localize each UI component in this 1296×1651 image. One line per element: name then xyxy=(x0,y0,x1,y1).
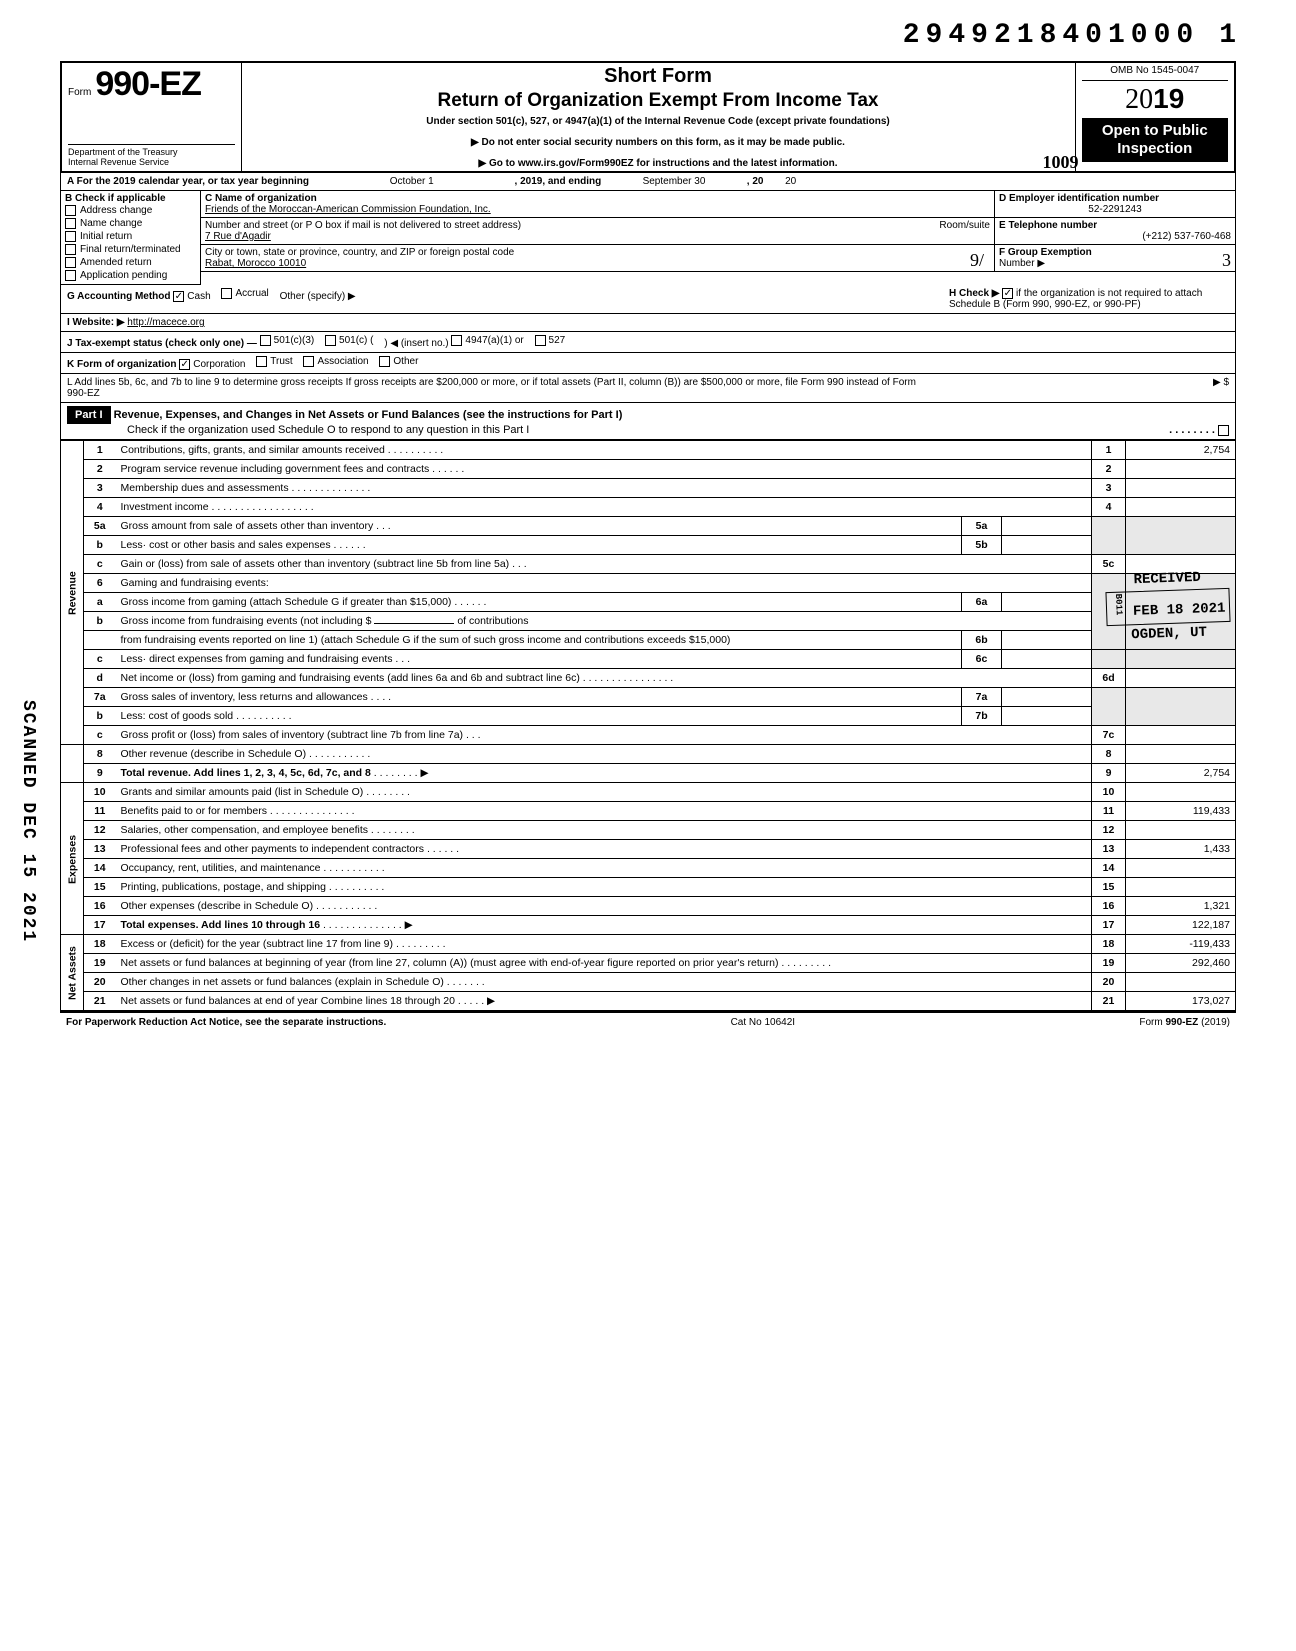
ein-value: 52-2291243 xyxy=(999,204,1231,215)
amt-13: 1,433 xyxy=(1126,840,1236,859)
cb-schedule-o[interactable] xyxy=(1218,425,1229,436)
goto-instructions: ▶ Go to www.irs.gov/Form990EZ for instru… xyxy=(248,158,1069,169)
cb-address-change[interactable]: Address change xyxy=(65,204,196,217)
amt-19: 292,460 xyxy=(1126,954,1236,973)
group-exemption-label: F Group Exemption xyxy=(999,247,1092,258)
cb-final-return[interactable]: Final return/terminated xyxy=(65,243,196,256)
row-i-website: I Website: ▶ http://macece.org xyxy=(60,314,1236,332)
row-g-accounting: G Accounting Method Cash Accrual Other (… xyxy=(60,285,1236,314)
open-to-public: Open to Public Inspection xyxy=(1082,118,1229,162)
cb-schedule-b[interactable] xyxy=(1002,288,1013,299)
handwritten-3: 3 xyxy=(1222,250,1231,271)
omb-number: OMB No 1545-0047 xyxy=(1082,65,1229,81)
under-section: Under section 501(c), 527, or 4947(a)(1)… xyxy=(248,116,1069,127)
form-header: Form 990-EZ Department of the Treasury I… xyxy=(60,61,1236,173)
cb-association[interactable]: Association xyxy=(303,356,368,367)
cat-no: Cat No 10642I xyxy=(731,1017,796,1028)
cb-501c3[interactable]: 501(c)(3) xyxy=(260,335,315,346)
phone-label: E Telephone number xyxy=(999,220,1097,231)
row-j-tax-status: J Tax-exempt status (check only one) — 5… xyxy=(60,332,1236,353)
short-form-title: Short Form xyxy=(248,65,1069,88)
org-name: Friends of the Moroccan-American Commiss… xyxy=(205,204,491,215)
scanned-stamp: SCANNED DEC 15 2021 xyxy=(18,700,38,943)
cb-trust[interactable]: Trust xyxy=(256,356,292,367)
info-grid: B Check if applicable Address change Nam… xyxy=(60,191,1236,285)
return-title: Return of Organization Exempt From Incom… xyxy=(248,90,1069,112)
cb-501c[interactable]: 501(c) ( xyxy=(325,335,373,346)
footer: For Paperwork Reduction Act Notice, see … xyxy=(60,1011,1236,1032)
tax-year: 2019 xyxy=(1082,81,1229,118)
cb-amended-return[interactable]: Amended return xyxy=(65,256,196,269)
paperwork-notice: For Paperwork Reduction Act Notice, see … xyxy=(66,1017,386,1028)
phone-value: (+212) 537-760-468 xyxy=(999,231,1231,242)
city-label: City or town, state or province, country… xyxy=(205,247,514,258)
form-number: 990-EZ xyxy=(95,65,201,104)
ein-label: D Employer identification number xyxy=(999,193,1159,204)
cb-cash[interactable]: Cash xyxy=(173,291,210,302)
handwritten-1009: 1009 xyxy=(1043,152,1079,173)
row-k-form-org: K Form of organization Corporation Trust… xyxy=(60,353,1236,374)
bo11-stamp: B011 xyxy=(1111,594,1125,616)
netassets-side-label: Net Assets xyxy=(61,935,84,1011)
revenue-side-label: Revenue xyxy=(61,441,84,745)
form-ref: Form 990-EZ (2019) xyxy=(1139,1017,1230,1028)
amt-21: 173,027 xyxy=(1126,992,1236,1011)
cb-other-org[interactable]: Other xyxy=(379,356,418,367)
cb-initial-return[interactable]: Initial return xyxy=(65,230,196,243)
form-label: Form xyxy=(68,87,91,98)
street-label: Number and street (or P O box if mail is… xyxy=(205,220,521,231)
cb-accrual[interactable]: Accrual xyxy=(221,288,268,299)
row-a-tax-year: A For the 2019 calendar year, or tax yea… xyxy=(60,173,1236,191)
cb-corporation[interactable]: Corporation xyxy=(179,359,245,370)
document-number: 29492184010001 xyxy=(60,20,1236,51)
org-name-label: C Name of organization xyxy=(205,193,317,204)
website-value: http://macece.org xyxy=(127,317,204,328)
street-value: 7 Rue d'Agadir xyxy=(205,231,271,242)
cb-4947[interactable]: 4947(a)(1) or xyxy=(451,335,523,346)
row-l: L Add lines 5b, 6c, and 7b to line 9 to … xyxy=(60,374,1236,403)
amt-18: -119,433 xyxy=(1126,935,1236,954)
cb-527[interactable]: 527 xyxy=(535,335,566,346)
amt-11: 119,433 xyxy=(1126,802,1236,821)
group-exemption-number-label: Number ▶ xyxy=(999,258,1045,269)
amt-16: 1,321 xyxy=(1126,897,1236,916)
city-value: Rabat, Morocco 10010 xyxy=(205,258,306,269)
room-suite-label: Room/suite xyxy=(939,220,990,231)
ogden-stamp: OGDEN, UT xyxy=(1107,622,1232,647)
other-specify: Other (specify) ▶ xyxy=(280,291,356,302)
ssn-warning: ▶ Do not enter social security numbers o… xyxy=(248,137,1069,148)
department-label: Department of the Treasury Internal Reve… xyxy=(68,144,235,167)
expenses-side-label: Expenses xyxy=(61,783,84,935)
date-stamp: FEB 18 2021 xyxy=(1133,601,1226,620)
lines-table: Revenue 1Contributions, gifts, grants, a… xyxy=(60,440,1236,1011)
amt-1: 2,754 xyxy=(1126,441,1236,460)
part1-header: Part I Revenue, Expenses, and Changes in… xyxy=(60,403,1236,440)
amt-17: 122,187 xyxy=(1126,916,1236,935)
cb-name-change[interactable]: Name change xyxy=(65,217,196,230)
col-b-header: B Check if applicable xyxy=(65,193,166,204)
form-number-block: Form 990-EZ xyxy=(68,65,235,104)
handwritten-9: 9/ xyxy=(970,250,984,271)
cb-application-pending[interactable]: Application pending xyxy=(65,269,196,282)
amt-9: 2,754 xyxy=(1126,764,1236,783)
